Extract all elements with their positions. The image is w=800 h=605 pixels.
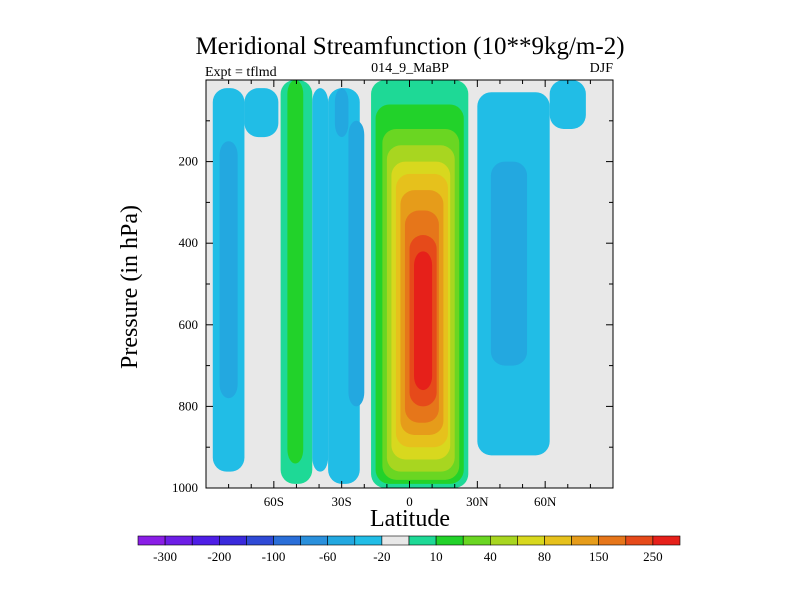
contour-fill-7 (334, 88, 349, 138)
contour-fill-18 (414, 251, 433, 391)
contour-fill-21 (549, 80, 586, 129)
colorbar-box-9 (381, 535, 410, 546)
colorbar-box-1 (164, 535, 193, 546)
colorbar-box-6 (300, 535, 329, 546)
colorbar-box-2 (191, 535, 220, 546)
y-axis-label: Pressure (in hPa) (117, 205, 143, 369)
colorbar-label--300: -300 (153, 549, 177, 564)
colorbar-box-0 (137, 535, 166, 546)
x-tick-label-60N: 60N (534, 494, 557, 509)
contour-fill-20 (490, 161, 528, 366)
colorbar: -300 -200 -100 -60 -20 10 40 80 150 250 (137, 535, 681, 564)
colorbar-box-8 (354, 535, 383, 546)
colorbar-label-10: 10 (430, 549, 443, 564)
colorbar-label-250: 250 (643, 549, 663, 564)
colorbar-box-16 (571, 535, 599, 546)
colorbar-label-80: 80 (538, 549, 551, 564)
colorbar-box-10 (408, 535, 437, 546)
colorbar-box-5 (273, 535, 301, 546)
x-tick-label-0: 0 (406, 494, 413, 509)
y-axis: 200 400 600 800 1000 (172, 120, 613, 495)
y-tick-label-400: 400 (179, 235, 199, 250)
x-axis: 60S 30S 0 30N 60N (228, 80, 591, 509)
y-tick-label-800: 800 (179, 398, 199, 413)
y-tick-label-1000: 1000 (172, 480, 198, 495)
contour-fill-2 (244, 88, 279, 138)
case-label: 014_9_MaBP (371, 61, 449, 76)
x-tick-label-30S: 30S (332, 494, 352, 509)
colorbar-label--60: -60 (319, 549, 336, 564)
colorbar-box-18 (625, 535, 654, 546)
colorbar-box-4 (246, 535, 274, 546)
experiment-label: Expt = tflmd (205, 65, 277, 80)
x-axis-label: Latitude (370, 506, 450, 532)
contour-fill-1 (219, 141, 238, 399)
x-tick-label-60S: 60S (264, 494, 284, 509)
colorbar-label-150: 150 (589, 549, 609, 564)
contour-fill-group (212, 80, 586, 488)
colorbar-box-3 (219, 535, 247, 546)
colorbar-box-15 (544, 535, 572, 546)
contour-fill-5 (312, 88, 329, 472)
colorbar-box-14 (517, 535, 545, 546)
y-tick-label-600: 600 (179, 317, 199, 332)
colorbar-box-13 (489, 535, 518, 546)
colorbar-label--200: -200 (207, 549, 231, 564)
colorbar-box-11 (435, 535, 464, 546)
chart-title: Meridional Streamfunction (10**9kg/m-2) (195, 33, 624, 60)
contour-fill-8 (348, 120, 365, 407)
colorbar-box-12 (462, 535, 491, 546)
y-tick-label-200: 200 (179, 154, 199, 169)
colorbar-label--20: -20 (373, 549, 390, 564)
colorbar-label-40: 40 (484, 549, 497, 564)
contour-fill-4 (287, 80, 304, 464)
x-tick-label-30N: 30N (466, 494, 489, 509)
colorbar-box-17 (598, 535, 627, 546)
colorbar-box-19 (652, 535, 681, 546)
colorbar-box-7 (327, 535, 356, 546)
season-label: DJF (590, 61, 614, 76)
colorbar-label--100: -100 (262, 549, 286, 564)
